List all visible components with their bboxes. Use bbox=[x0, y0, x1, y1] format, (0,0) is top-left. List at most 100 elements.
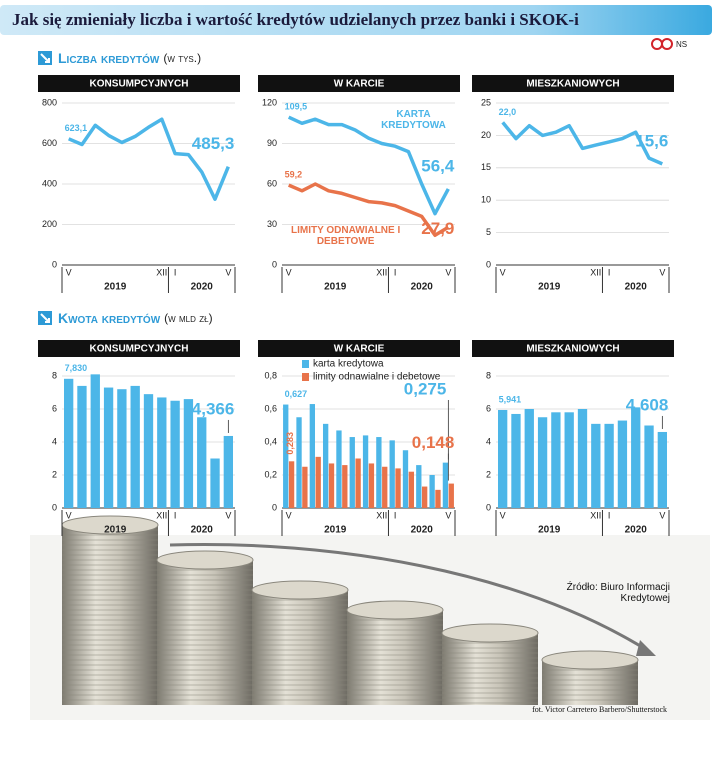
section-title: Liczba kredytów bbox=[58, 50, 160, 66]
bar bbox=[130, 385, 140, 508]
series-name: KARTA KREDYTOWA bbox=[381, 109, 446, 131]
coin-stack bbox=[157, 560, 253, 705]
panel-header bbox=[258, 340, 460, 357]
panel-title: W KARCIE bbox=[334, 79, 385, 90]
x-tick-label: V bbox=[286, 510, 292, 520]
year-label: 2020 bbox=[191, 525, 214, 536]
x-tick-label: I bbox=[174, 267, 177, 277]
trend-arrowhead bbox=[636, 640, 656, 656]
bar bbox=[283, 404, 289, 508]
x-tick-label: V bbox=[500, 510, 506, 520]
coin-top bbox=[156, 550, 254, 570]
bar bbox=[349, 437, 355, 508]
bar bbox=[448, 483, 454, 508]
x-tick-label: XII bbox=[156, 267, 167, 277]
x-tick-label: I bbox=[608, 267, 611, 277]
bar bbox=[591, 423, 601, 508]
coin-top bbox=[251, 580, 349, 600]
bar bbox=[210, 458, 220, 508]
bar bbox=[577, 409, 588, 508]
value-label: 0,627 bbox=[285, 389, 308, 399]
y-tick-label: 600 bbox=[42, 138, 57, 148]
line bbox=[501, 121, 663, 166]
y-tick-label: 0,2 bbox=[264, 469, 277, 479]
panel-title: MIESZKANIOWYCH bbox=[526, 344, 619, 355]
bar bbox=[382, 466, 388, 508]
y-tick-label: 25 bbox=[481, 97, 491, 107]
y-tick-label: 0 bbox=[272, 259, 277, 269]
y-tick-label: 0 bbox=[52, 259, 57, 269]
panel-header bbox=[472, 75, 674, 92]
coin-top bbox=[541, 650, 639, 670]
bar bbox=[395, 468, 401, 508]
bar bbox=[657, 431, 668, 508]
bar bbox=[497, 409, 508, 508]
bar bbox=[197, 417, 207, 508]
x-tick-label: V bbox=[500, 267, 506, 277]
value-label: 56,4 bbox=[421, 156, 455, 175]
bar bbox=[183, 399, 194, 508]
x-tick-label: V bbox=[286, 267, 292, 277]
bar bbox=[309, 404, 316, 508]
bar bbox=[551, 412, 561, 508]
logo-icon bbox=[651, 38, 663, 50]
bar bbox=[90, 374, 100, 508]
x-tick-label: V bbox=[66, 267, 72, 277]
section-heading: Liczba kredytów (w tys.) bbox=[58, 50, 201, 66]
y-tick-label: 400 bbox=[42, 178, 57, 188]
year-label: 2020 bbox=[411, 525, 434, 536]
x-tick-label: V bbox=[445, 510, 451, 520]
x-tick-label: XII bbox=[590, 510, 601, 520]
bar bbox=[328, 463, 335, 508]
value-label: 4,366 bbox=[192, 399, 235, 418]
legend-label: limity odnawialne i debetowe bbox=[313, 372, 441, 383]
value-label: 22,0 bbox=[499, 107, 517, 117]
year-label: 2020 bbox=[625, 282, 648, 293]
x-tick-label: I bbox=[608, 510, 611, 520]
bar bbox=[63, 378, 74, 508]
bar bbox=[644, 425, 654, 508]
x-tick-label: XII bbox=[376, 267, 387, 277]
y-tick-label: 0 bbox=[272, 502, 277, 512]
y-tick-label: 90 bbox=[267, 138, 277, 148]
y-tick-label: 30 bbox=[267, 219, 277, 229]
year-label: 2019 bbox=[538, 525, 561, 536]
bar bbox=[223, 435, 234, 508]
legend-label: karta kredytowa bbox=[313, 359, 384, 370]
bar bbox=[524, 409, 534, 508]
y-tick-label: 0,4 bbox=[264, 436, 277, 446]
panel-header bbox=[258, 75, 460, 92]
bar bbox=[117, 389, 127, 508]
coin-stack bbox=[442, 633, 538, 705]
coin-top bbox=[441, 623, 539, 643]
photo-credit: fot. Victor Carretero Barbero/Shuttersto… bbox=[532, 705, 667, 714]
y-tick-label: 120 bbox=[262, 97, 277, 107]
panel-header bbox=[38, 340, 240, 357]
panel-header bbox=[472, 340, 674, 357]
value-label: 7,830 bbox=[65, 363, 88, 373]
bar bbox=[402, 450, 409, 508]
value-label: 15,6 bbox=[635, 131, 668, 150]
bar bbox=[315, 456, 321, 508]
bar bbox=[157, 397, 167, 508]
year-label: 2019 bbox=[324, 525, 347, 536]
y-tick-label: 5 bbox=[486, 227, 491, 237]
y-tick-label: 800 bbox=[42, 97, 57, 107]
bar bbox=[617, 420, 628, 508]
bar bbox=[442, 462, 449, 508]
section-title: Kwota kredytów bbox=[58, 310, 161, 326]
y-tick-label: 200 bbox=[42, 219, 57, 229]
year-label: 2020 bbox=[625, 525, 648, 536]
y-tick-label: 8 bbox=[52, 370, 57, 380]
value-label: 0,275 bbox=[404, 379, 447, 398]
bar bbox=[511, 413, 521, 508]
value-label: 4,608 bbox=[626, 395, 669, 414]
x-tick-label: I bbox=[394, 267, 397, 277]
coin-top bbox=[346, 600, 444, 620]
year-label: 2019 bbox=[324, 282, 347, 293]
x-tick-label: V bbox=[225, 510, 231, 520]
bar bbox=[421, 486, 428, 508]
value-label: 485,3 bbox=[192, 134, 235, 153]
